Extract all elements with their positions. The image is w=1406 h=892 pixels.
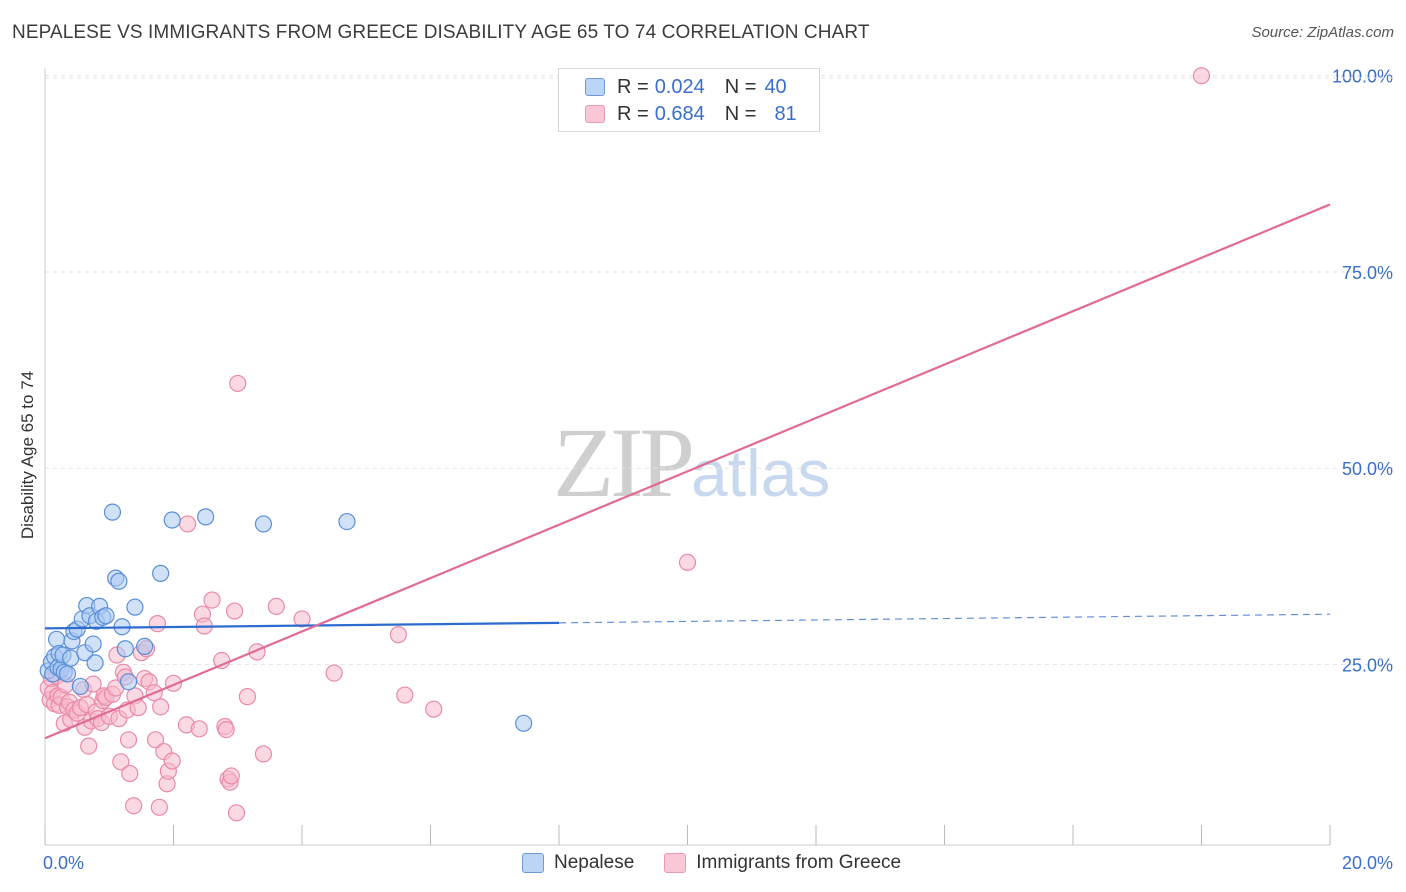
greece-point (148, 615, 167, 633)
watermark-zip: ZIP (553, 407, 695, 518)
greece-point (152, 698, 170, 716)
nepalese-point (116, 640, 134, 658)
nepalese-point (84, 635, 102, 653)
legend-n-value: 40 (764, 75, 787, 98)
nepalese-point (126, 598, 144, 616)
greece-point (267, 597, 285, 615)
greece-trendline (44, 203, 1331, 740)
greece-point (150, 798, 168, 816)
nepalese-point (71, 677, 89, 696)
y-tick-label: 25.0% (1342, 655, 1393, 675)
greece-point (112, 753, 130, 771)
legend-n-label: N = (724, 102, 757, 125)
nepalese-point (110, 572, 128, 590)
greece-point (678, 553, 697, 572)
y-tick-label: 75.0% (1342, 263, 1393, 283)
greece-point (225, 602, 244, 620)
y-tick-label: 100.0% (1332, 67, 1393, 87)
x-tick-label-max: 20.0% (1342, 853, 1393, 873)
legend-label-greece: Immigrants from Greece (696, 852, 902, 873)
legend-row-greece: R = 0.684 N = 81 (585, 102, 797, 126)
greece-point (203, 591, 221, 609)
nepalese-point (58, 665, 77, 683)
chart-title: NEPALESE VS IMMIGRANTS FROM GREECE DISAB… (12, 22, 870, 43)
nepalese-point (97, 607, 115, 625)
nepalese-point (135, 637, 154, 655)
greece-point (190, 720, 208, 738)
stats-legend: R = 0.024 N = 40 R = 0.684 N = 81 (558, 68, 820, 132)
legend-row-nepalese: R = 0.024 N = 40 (585, 75, 787, 99)
legend-item-greece: Immigrants from Greece (664, 852, 901, 874)
series-legend: Nepalese Immigrants from Greece (522, 852, 931, 874)
nepalese-point (338, 512, 356, 531)
greece-point (179, 515, 197, 533)
nepalese-point (86, 654, 104, 672)
legend-label-nepalese: Nepalese (554, 852, 635, 873)
nepalese-trendline-extension (558, 613, 1331, 624)
greece-point (217, 721, 235, 739)
source-label: Source: ZipAtlas.com (1251, 24, 1394, 41)
nepalese-point (103, 503, 122, 521)
greece-point (227, 804, 246, 822)
greece-legend-swatch (664, 853, 687, 873)
greece-point (222, 767, 240, 785)
nepalese-point (254, 515, 273, 533)
greece-point (80, 737, 98, 755)
nepalese-point (152, 564, 170, 582)
greece-point (396, 686, 414, 704)
nepalese-point (119, 673, 138, 691)
greece-point (325, 664, 343, 682)
greece-point (163, 752, 181, 770)
greece-point (121, 764, 139, 783)
greece-point (254, 745, 273, 763)
greece-point (119, 731, 138, 749)
nepalese-point (515, 714, 533, 732)
greece-point (389, 626, 407, 644)
greece-point (1192, 67, 1211, 85)
legend-n-value: 81 (774, 102, 797, 125)
nepalese-point (47, 630, 66, 648)
watermark-atlas: atlas (691, 436, 831, 510)
y-tick-label: 50.0% (1342, 459, 1393, 479)
greece-point (125, 797, 143, 815)
greece-point (425, 700, 443, 718)
legend-n-label: N = (724, 75, 757, 98)
greece-point (238, 688, 256, 706)
greece-point (146, 731, 165, 749)
nepalese-point (197, 508, 215, 526)
legend-r-label: R = (617, 102, 649, 125)
legend-r-value: 0.684 (654, 102, 705, 125)
greece-point (229, 374, 247, 393)
greece-swatch (585, 105, 605, 123)
nepalese-swatch (585, 78, 605, 96)
nepalese-trendline (44, 621, 560, 630)
greece-point (293, 610, 311, 628)
nepalese-point (163, 511, 181, 529)
watermark: ZIPatlas (553, 405, 830, 520)
legend-r-value: 0.024 (654, 75, 705, 98)
y-axis-label: Disability Age 65 to 74 (18, 370, 37, 540)
nepalese-legend-swatch (522, 853, 544, 873)
legend-item-nepalese: Nepalese (522, 852, 634, 874)
x-tick-label-min: 0.0% (43, 853, 84, 873)
legend-r-label: R = (617, 75, 649, 98)
